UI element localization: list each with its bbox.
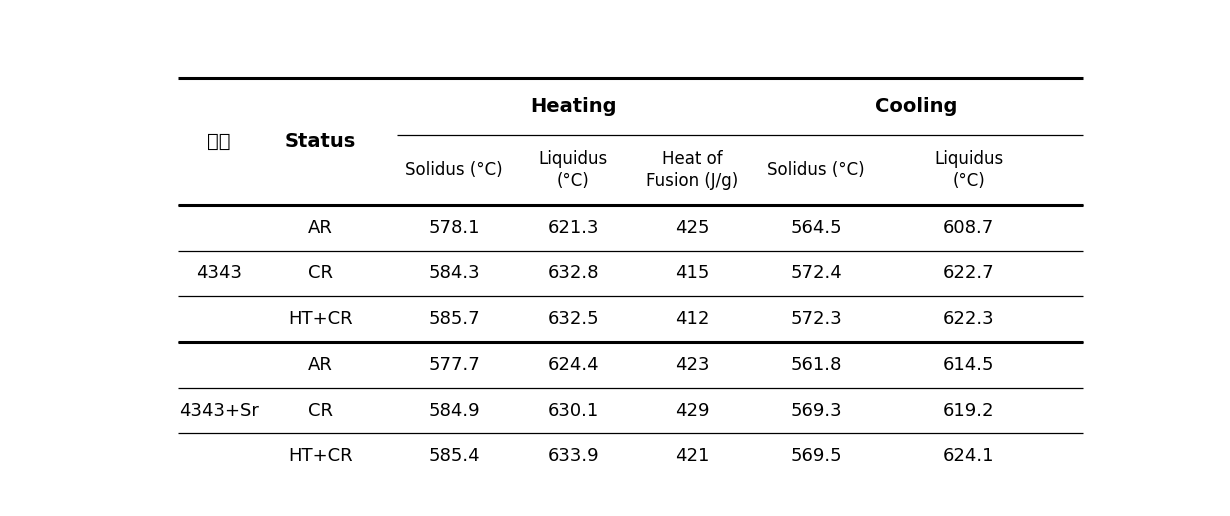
Text: 608.7: 608.7 <box>943 219 994 237</box>
Text: 632.8: 632.8 <box>547 265 599 282</box>
Text: 630.1: 630.1 <box>547 401 599 420</box>
Text: HT+CR: HT+CR <box>288 310 353 328</box>
Text: 585.7: 585.7 <box>428 310 480 328</box>
Text: 561.8: 561.8 <box>791 356 843 374</box>
Text: Cooling: Cooling <box>876 97 957 116</box>
Text: 429: 429 <box>675 401 710 420</box>
Text: 585.4: 585.4 <box>428 447 480 465</box>
Text: 622.3: 622.3 <box>943 310 995 328</box>
Text: 564.5: 564.5 <box>791 219 843 237</box>
Text: 421: 421 <box>675 447 710 465</box>
Text: 619.2: 619.2 <box>943 401 995 420</box>
Text: 578.1: 578.1 <box>428 219 480 237</box>
Text: 412: 412 <box>675 310 710 328</box>
Text: 584.3: 584.3 <box>428 265 480 282</box>
Text: AR: AR <box>309 356 333 374</box>
Text: 572.4: 572.4 <box>791 265 843 282</box>
Text: 4343+Sr: 4343+Sr <box>178 401 258 420</box>
Text: Status: Status <box>285 132 357 151</box>
Text: CR: CR <box>308 401 333 420</box>
Text: HT+CR: HT+CR <box>288 447 353 465</box>
Text: 622.7: 622.7 <box>943 265 995 282</box>
Text: 624.1: 624.1 <box>943 447 995 465</box>
Text: 633.9: 633.9 <box>547 447 599 465</box>
Text: 569.5: 569.5 <box>791 447 843 465</box>
Text: 시편: 시편 <box>207 132 230 151</box>
Text: Heating: Heating <box>530 97 616 116</box>
Text: Solidus (°C): Solidus (°C) <box>405 161 503 179</box>
Text: 423: 423 <box>675 356 710 374</box>
Text: 572.3: 572.3 <box>791 310 843 328</box>
Text: 4343: 4343 <box>196 265 241 282</box>
Text: 577.7: 577.7 <box>428 356 480 374</box>
Text: Liquidus
(°C): Liquidus (°C) <box>934 150 1004 190</box>
Text: 415: 415 <box>675 265 710 282</box>
Text: CR: CR <box>308 265 333 282</box>
Text: 621.3: 621.3 <box>547 219 599 237</box>
Text: Heat of
Fusion (J/g): Heat of Fusion (J/g) <box>646 150 738 190</box>
Text: 569.3: 569.3 <box>791 401 843 420</box>
Text: AR: AR <box>309 219 333 237</box>
Text: Solidus (°C): Solidus (°C) <box>768 161 865 179</box>
Text: 425: 425 <box>675 219 710 237</box>
Text: 584.9: 584.9 <box>428 401 480 420</box>
Text: 632.5: 632.5 <box>547 310 599 328</box>
Text: 614.5: 614.5 <box>943 356 995 374</box>
Text: Liquidus
(°C): Liquidus (°C) <box>539 150 608 190</box>
Text: 624.4: 624.4 <box>547 356 599 374</box>
